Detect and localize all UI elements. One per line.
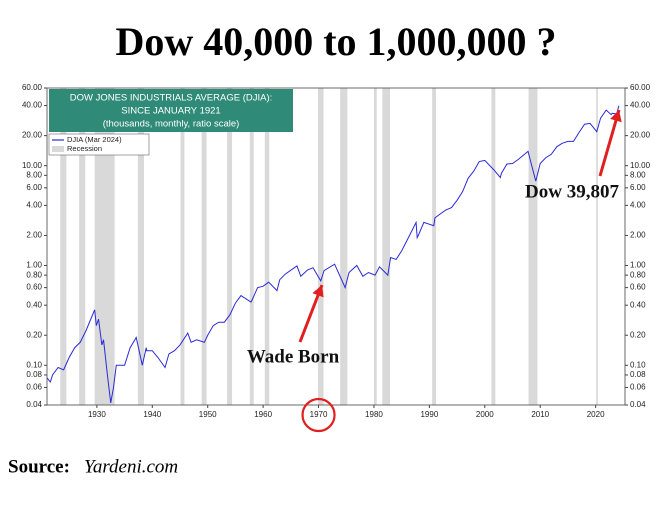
- y-tick-label: 8.00: [26, 170, 42, 179]
- y2-tick-label: 0.04: [630, 400, 646, 409]
- recession-band: [382, 88, 391, 405]
- recession-band: [201, 88, 207, 405]
- y-tick-label: 0.06: [26, 383, 42, 392]
- source-label: Source:: [8, 456, 70, 477]
- y2-tick-label: 6.00: [630, 183, 646, 192]
- y-tick-label: 2.00: [26, 231, 42, 240]
- info-box-line: SINCE JANUARY 1921: [121, 106, 220, 117]
- annotation-text: Wade Born: [247, 346, 340, 367]
- recession-band: [180, 88, 185, 405]
- recession-band: [373, 88, 377, 405]
- y2-tick-label: 2.00: [630, 231, 646, 240]
- x-tick-label: 1950: [199, 410, 217, 419]
- recession-band: [528, 88, 538, 405]
- annotation-text: Dow 39,807: [525, 181, 619, 202]
- x-tick-label: 2010: [531, 410, 549, 419]
- annotation-arrow: [598, 109, 621, 177]
- legend-swatch-rect: [52, 146, 64, 152]
- recession-band: [227, 88, 233, 405]
- y-tick-label: 0.40: [26, 300, 42, 309]
- plot-frame: [46, 87, 626, 406]
- x-tick-label: 1940: [143, 410, 161, 419]
- y2-tick-label: 40.00: [630, 101, 651, 110]
- y-tick-label: 0.08: [26, 370, 42, 379]
- x-tick-label: 2020: [587, 410, 605, 419]
- recession-band: [60, 88, 67, 405]
- source-site: Yardeni.com: [84, 456, 178, 477]
- y2-tick-label: 0.60: [630, 283, 646, 292]
- info-box-line: (thousands, monthly, ratio scale): [103, 119, 240, 130]
- y2-tick-label: 0.08: [630, 370, 646, 379]
- y2-tick-label: 0.06: [630, 383, 646, 392]
- recession-band: [596, 88, 598, 405]
- recession-band: [317, 88, 324, 405]
- x-tick-label: 2000: [476, 410, 494, 419]
- legend-label: Recession: [67, 144, 102, 153]
- y2-tick-label: 0.20: [630, 330, 646, 339]
- y-tick-label: 60.00: [22, 83, 43, 92]
- y2-tick-label: 10.00: [630, 161, 651, 170]
- y-tick-label: 0.04: [26, 400, 42, 409]
- y2-tick-label: 8.00: [630, 170, 646, 179]
- y-tick-label: 0.10: [26, 360, 42, 369]
- y2-tick-label: 0.40: [630, 300, 646, 309]
- y-tick-label: 20.00: [22, 131, 43, 140]
- recession-band: [491, 88, 496, 405]
- y-tick-label: 0.20: [26, 330, 42, 339]
- recession-band: [79, 88, 86, 405]
- y-tick-label: 6.00: [26, 183, 42, 192]
- info-box-line: DOW JONES INDUSTRIALS AVERAGE (DJIA):: [70, 93, 273, 104]
- y-tick-label: 0.80: [26, 270, 42, 279]
- y-tick-label: 0.60: [26, 283, 42, 292]
- data-line: [46, 105, 620, 403]
- page-title: Dow 40,000 to 1,000,000 ?: [115, 19, 556, 64]
- info-box: [49, 89, 293, 132]
- y2-tick-label: 1.00: [630, 261, 646, 270]
- x-tick-label: 1930: [88, 410, 106, 419]
- legend-box: [48, 133, 150, 156]
- y2-tick-label: 20.00: [630, 131, 651, 140]
- y-tick-label: 10.00: [22, 161, 43, 170]
- x-tick-label: 1990: [420, 410, 438, 419]
- y-tick-label: 4.00: [26, 200, 42, 209]
- y2-tick-label: 0.10: [630, 360, 646, 369]
- recession-band: [264, 88, 270, 405]
- y2-tick-label: 60.00: [630, 83, 651, 92]
- arrow-head: [610, 110, 622, 123]
- y-tick-label: 40.00: [22, 101, 43, 110]
- x-tick-label: 1970: [310, 410, 328, 419]
- arrow-head: [312, 285, 324, 298]
- recession-band: [340, 88, 348, 405]
- recession-band: [432, 88, 437, 405]
- x-tick-label: 1960: [254, 410, 272, 419]
- x-tick-label: 1980: [365, 410, 383, 419]
- highlight-circle: [301, 397, 336, 433]
- recession-band: [249, 88, 254, 405]
- y2-tick-label: 4.00: [630, 200, 646, 209]
- legend-label: DJIA (Mar 2024): [67, 135, 122, 144]
- y-tick-label: 1.00: [26, 261, 42, 270]
- recession-band: [137, 88, 144, 405]
- y2-tick-label: 0.80: [630, 270, 646, 279]
